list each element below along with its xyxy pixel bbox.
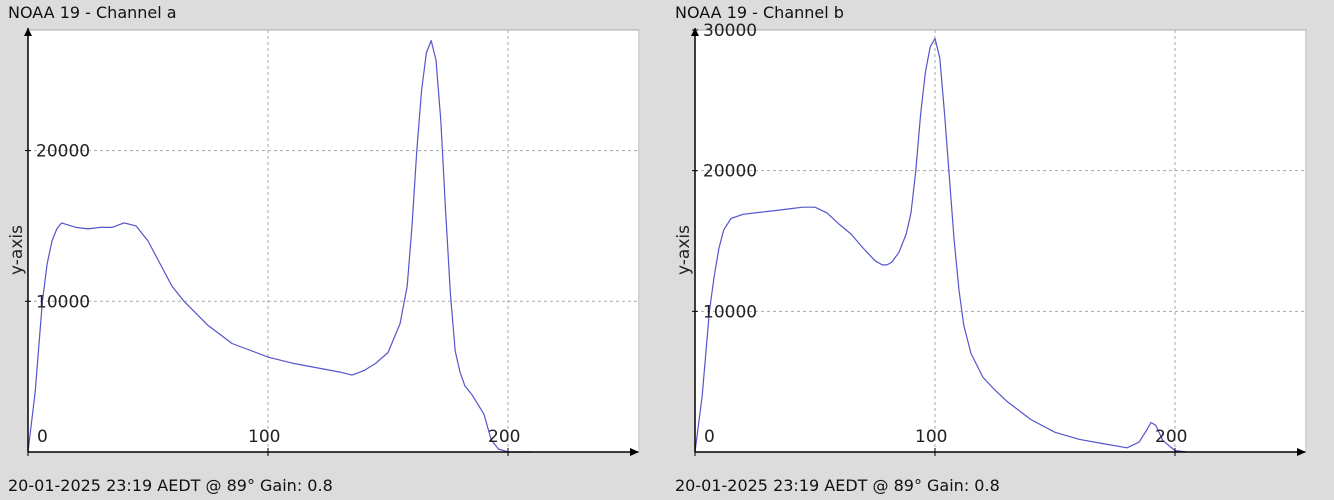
y-tick-label: 20000 [703,162,757,182]
pass-info: 20-01-2025 23:19 AEDT @ 89° Gain: 0.8 [8,476,333,495]
x-axis-arrow [1297,448,1306,456]
x-tick-label: 200 [488,427,520,447]
y-axis-arrow [24,28,32,36]
plot-area [695,30,1307,452]
y-tick-label: 30000 [703,21,757,41]
y-axis-title: y-axis [674,225,694,275]
series-path [27,40,532,453]
y-tick-label: 10000 [36,292,90,312]
axes [691,28,1307,456]
y-tick-label: 10000 [703,302,757,322]
tick-labels: 0 100 200 10000 20000 [36,142,520,447]
chart-a-svg: 0 100 200 10000 20000 y-axis [7,28,640,456]
y-axis-title: y-axis [7,225,27,275]
tick-labels: 0 100 200 10000 20000 30000 [703,21,1187,447]
panel-channel-b: NOAA 19 - Channel b 0 100 200 10000 20000 300… [667,0,1307,500]
chart-title: NOAA 19 - Channel b [675,3,844,22]
x-tick-label: 100 [915,427,947,447]
series-path [694,37,1188,453]
series-line [27,40,532,453]
axes [24,28,640,456]
panel-channel-a: NOAA 19 - Channel a 0 100 200 10000 20000 y-… [0,0,640,500]
x-tick-label: 0 [37,427,48,447]
x-tick-label: 100 [248,427,280,447]
series-line [694,37,1188,453]
x-tick-label: 200 [1155,427,1187,447]
chart-title: NOAA 19 - Channel a [8,3,177,22]
x-tick-label: 0 [704,427,715,447]
y-axis-arrow [691,28,699,36]
grid [28,30,640,452]
x-axis-arrow [630,448,639,456]
pass-info: 20-01-2025 23:19 AEDT @ 89° Gain: 0.8 [675,476,1000,495]
plot-area [28,30,640,452]
y-tick-label: 20000 [36,142,90,162]
chart-b-svg: 0 100 200 10000 20000 30000 y-axis [674,21,1307,456]
